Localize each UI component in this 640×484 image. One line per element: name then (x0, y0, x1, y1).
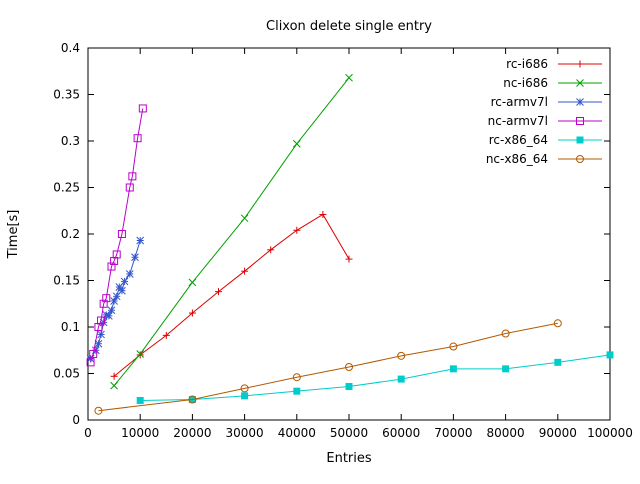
x-tick-label: 30000 (226, 426, 264, 440)
y-tick-label: 0.2 (61, 227, 80, 241)
x-tick-label: 50000 (330, 426, 368, 440)
legend-label: nc-x86_64 (486, 152, 548, 166)
legend-label: nc-armv7l (488, 114, 548, 128)
legend-item-rc-x86_64: rc-x86_64 (489, 133, 602, 147)
y-axis-label: Time[s] (6, 210, 21, 260)
x-axis-label: Entries (326, 451, 372, 466)
legend-item-nc-armv7l: nc-armv7l (488, 114, 602, 128)
series-line-rc-i686 (113, 213, 350, 377)
legend-item-rc-armv7l: rc-armv7l (491, 95, 602, 109)
series-nc-armv7l (86, 104, 147, 367)
legend-item-nc-x86_64: nc-x86_64 (486, 152, 602, 166)
series-line-rc-x86_64 (140, 354, 611, 401)
y-tick-label: 0.3 (61, 134, 80, 148)
series-line-nc-i686 (113, 77, 350, 386)
axes: 0 10000 20000 30000 40000 50000 60000 70000 8000… (53, 41, 633, 440)
legend: rc-i686 nc-i686 rc-armv7l nc-armv7l rc-x86_6… (486, 57, 602, 166)
legend-label: rc-x86_64 (489, 133, 548, 147)
series-rc-i686 (110, 210, 353, 380)
legend-label: rc-armv7l (491, 95, 548, 109)
legend-item-rc-i686: rc-i686 (506, 57, 602, 71)
series-line-nc-x86_64 (98, 322, 558, 412)
series-layer (86, 73, 614, 415)
x-tick-label: 90000 (539, 426, 577, 440)
series-line-rc-armv7l (90, 240, 141, 359)
x-tick-label: 10000 (121, 426, 159, 440)
series-nc-i686 (110, 73, 353, 390)
series-rc-armv7l (86, 236, 145, 363)
y-tick-label: 0.15 (53, 274, 80, 288)
series-nc-x86_64 (94, 319, 562, 415)
x-tick-label: 0 (84, 426, 92, 440)
x-tick-label: 20000 (173, 426, 211, 440)
y-tick-label: 0.05 (53, 367, 80, 381)
legend-label: rc-i686 (506, 57, 548, 71)
chart-title: Clixon delete single entry (266, 19, 432, 34)
x-tick-label: 80000 (487, 426, 525, 440)
y-tick-label: 0 (72, 413, 80, 427)
series-line-nc-armv7l (90, 108, 144, 363)
legend-label: nc-i686 (503, 76, 548, 90)
y-tick-label: 0.35 (53, 88, 80, 102)
x-tick-label: 70000 (434, 426, 472, 440)
y-tick-label: 0.1 (61, 320, 80, 334)
y-tick-label: 0.25 (53, 181, 80, 195)
y-tick-label: 0.4 (61, 41, 80, 55)
x-tick-label: 60000 (382, 426, 420, 440)
x-tick-label: 40000 (278, 426, 316, 440)
x-tick-label: 100000 (587, 426, 633, 440)
legend-item-nc-i686: nc-i686 (503, 76, 602, 90)
